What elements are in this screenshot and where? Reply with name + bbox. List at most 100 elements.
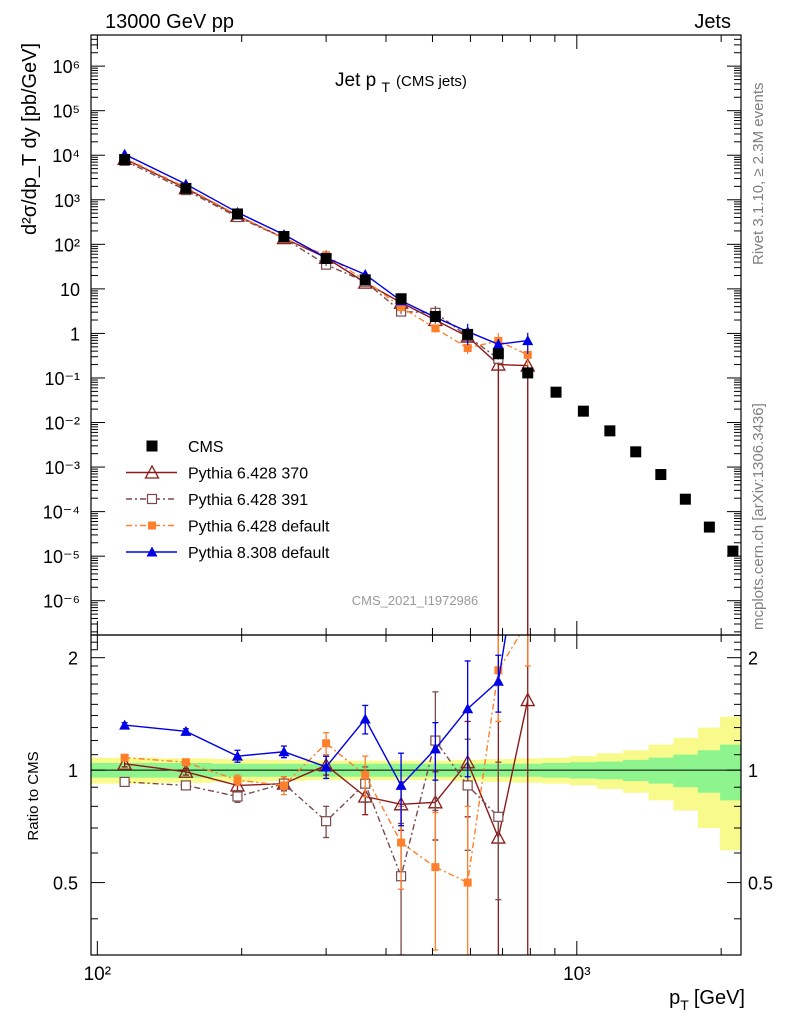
cms-data-point xyxy=(462,328,474,340)
y-tick-label-main: 10² xyxy=(54,235,80,255)
ratio-point-pythia-8-308-default xyxy=(180,725,192,736)
x-tick-label: 10² xyxy=(84,964,111,985)
ratio-point-pythia-6-428-391 xyxy=(232,791,243,802)
y-tick-label-main: 10⁻³ xyxy=(44,458,80,478)
cms-data-point xyxy=(727,545,739,557)
ratio-point-pythia-6-428-370 xyxy=(117,755,133,770)
chart-title-suffix: (CMS jets) xyxy=(396,73,467,90)
cms-data-point xyxy=(703,521,715,533)
legend-marker xyxy=(146,440,158,452)
y-tick-label-main: 10⁶ xyxy=(53,57,80,77)
ratio-plot-area xyxy=(91,635,741,955)
x-axis-label: pT [GeV] xyxy=(669,987,745,1013)
chart-title-text: Jet p xyxy=(335,70,376,91)
ratio-point-pythia-6-428-default xyxy=(322,739,331,748)
chart-title-subscript: T xyxy=(381,79,390,95)
y-tick-label-main: 1 xyxy=(70,324,80,344)
ratio-point-pythia-6-428-default xyxy=(361,771,370,780)
y-tick-label-main: 10³ xyxy=(54,191,80,211)
legend-marker xyxy=(146,493,158,505)
y-tick-label-ratio: 2 xyxy=(68,649,78,669)
cms-data-point xyxy=(359,274,371,286)
legend-label: Pythia 8.308 default xyxy=(188,545,330,562)
ratio-point-pythia-6-428-370 xyxy=(520,692,536,707)
x-axis-label-unit: [GeV] xyxy=(694,987,745,1009)
cms-data-point xyxy=(429,310,441,322)
ratio-frame xyxy=(90,634,742,956)
x-axis-label-subscript: T xyxy=(680,997,689,1013)
rivet-label: Rivet 3.1.10, ≥ 2.3M events xyxy=(750,83,767,266)
x-tick-label: 10³ xyxy=(563,964,590,985)
axes xyxy=(90,34,742,956)
cms-data-point xyxy=(180,182,192,194)
y-tick-label-main: 10⁵ xyxy=(53,102,80,122)
ratio-point-pythia-8-308-default xyxy=(231,750,243,761)
ratio-point-pythia-8-308-default xyxy=(462,703,474,714)
ratio-point-pythia-6-428-391 xyxy=(119,776,130,788)
ratio-point-pythia-6-428-default xyxy=(120,753,129,762)
cms-data-point xyxy=(604,425,616,437)
ratio-point-pythia-8-308-default xyxy=(359,713,371,724)
cms-data-point xyxy=(655,469,667,481)
header-left: 13000 GeV pp xyxy=(105,11,234,33)
legend-label: CMS xyxy=(188,439,224,456)
legend-marker xyxy=(144,464,160,479)
legend-marker xyxy=(148,521,156,530)
mcplots-label: mcplots.cern.ch [arXiv:1306.3436] xyxy=(750,403,767,630)
ratio-point-pythia-6-428-default xyxy=(279,781,288,790)
ratio-point-pythia-6-428-370 xyxy=(178,763,194,778)
y-axis-label-ratio: Ratio to CMS xyxy=(25,751,42,840)
ratio-point-pythia-6-428-391 xyxy=(180,780,191,791)
ratio-point-pythia-8-308-default xyxy=(119,719,131,730)
cms-data-point xyxy=(679,493,691,505)
cms-data-point xyxy=(320,253,332,265)
ratio-point-pythia-6-428-default xyxy=(397,838,406,847)
chart-title: Jet p T (CMS jets) xyxy=(335,70,467,95)
legend-label: Pythia 6.428 370 xyxy=(188,466,308,483)
y-tick-label-main: 10⁻⁵ xyxy=(43,547,80,567)
y-tick-label-main: 10⁴ xyxy=(52,146,80,166)
series-line-pythia-6-428-391 xyxy=(124,160,499,360)
cms-data-point xyxy=(550,386,562,398)
y-axis-label-main: d²σ/dp_T dy [pb/GeV] xyxy=(19,43,41,235)
y-tick-label-ratio-right: 0.5 xyxy=(748,874,773,894)
y-tick-label-main: 10⁻¹ xyxy=(44,369,80,389)
cms-data-point xyxy=(522,367,534,379)
main-plot-area xyxy=(117,148,739,635)
y-tick-label-main: 10 xyxy=(60,280,80,300)
cms-data-point xyxy=(577,405,589,417)
cms-data-point xyxy=(492,348,504,360)
header-right: Jets xyxy=(694,11,731,33)
y-tick-label-main: 10⁻⁴ xyxy=(43,503,80,523)
legend: CMS Pythia 6.428 370 Pythia 6.428 391 Pythi… xyxy=(126,439,330,562)
ratio-point-pythia-6-428-391 xyxy=(462,780,473,791)
ratio-point-pythia-6-428-391 xyxy=(321,816,332,827)
total-uncertainty-band xyxy=(91,716,741,851)
legend-marker xyxy=(146,546,158,557)
ratio-point-pythia-8-308-default xyxy=(492,675,504,686)
ratio-point-pythia-8-308-default xyxy=(429,743,441,754)
ratio-point-pythia-6-428-default xyxy=(463,878,472,887)
cms-data-point xyxy=(630,446,642,458)
ratio-point-pythia-6-428-391 xyxy=(493,811,504,822)
ratio-point-pythia-8-308-default xyxy=(278,746,290,757)
cms-data-point xyxy=(231,208,243,220)
watermark: CMS_2021_I1972986 xyxy=(352,593,479,608)
y-tick-label-main: 10⁻² xyxy=(44,414,80,434)
ratio-point-pythia-6-428-default xyxy=(233,776,242,785)
y-tick-label-ratio: 1 xyxy=(68,761,78,781)
y-tick-label-ratio-right: 2 xyxy=(748,649,758,669)
legend-label: Pythia 6.428 default xyxy=(188,519,330,536)
cms-data-point xyxy=(119,154,131,166)
legend-label: Pythia 6.428 391 xyxy=(188,492,308,509)
cms-data-point xyxy=(278,230,290,242)
ratio-line-pythia-6-428-391 xyxy=(124,738,499,879)
stat-uncertainty-band xyxy=(91,744,741,801)
ratio-point-pythia-8-308-default xyxy=(395,779,407,790)
y-tick-label-ratio: 0.5 xyxy=(53,874,78,894)
ratio-point-pythia-8-308-default xyxy=(320,761,332,772)
y-tick-label-ratio-right: 1 xyxy=(748,761,758,781)
ratio-point-pythia-6-428-default xyxy=(431,863,440,872)
ratio-point-pythia-6-428-default xyxy=(181,758,190,767)
